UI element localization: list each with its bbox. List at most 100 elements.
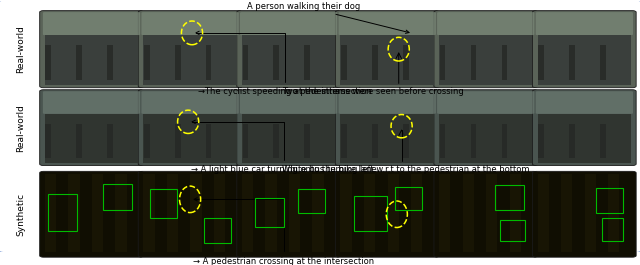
Bar: [108, 123, 113, 158]
FancyBboxPatch shape: [138, 90, 242, 166]
Bar: [49, 193, 77, 231]
Bar: [205, 218, 232, 243]
Text: →The cyclist speeding at the intersection: →The cyclist speeding at the intersectio…: [196, 31, 372, 96]
Bar: [92, 174, 103, 255]
Bar: [463, 174, 474, 255]
Bar: [76, 123, 82, 158]
Bar: [305, 123, 310, 158]
Bar: [486, 174, 497, 255]
Bar: [242, 35, 335, 85]
Bar: [298, 189, 325, 213]
FancyBboxPatch shape: [43, 12, 140, 35]
FancyBboxPatch shape: [141, 12, 239, 35]
Bar: [440, 123, 445, 158]
FancyBboxPatch shape: [434, 171, 538, 257]
Bar: [538, 114, 631, 163]
Text: → A light blue car turning onto the bike lane: → A light blue car turning onto the bike…: [191, 120, 377, 174]
FancyBboxPatch shape: [437, 12, 534, 35]
FancyBboxPatch shape: [237, 90, 340, 166]
Bar: [243, 45, 248, 80]
Bar: [143, 35, 237, 85]
Bar: [470, 123, 476, 158]
Bar: [273, 45, 279, 80]
FancyBboxPatch shape: [339, 91, 436, 114]
FancyBboxPatch shape: [335, 171, 439, 257]
Bar: [439, 174, 451, 255]
Bar: [502, 45, 507, 80]
Bar: [289, 174, 300, 255]
FancyBboxPatch shape: [138, 171, 242, 257]
Text: Real-world: Real-world: [17, 25, 26, 73]
Bar: [191, 174, 202, 255]
Bar: [340, 174, 352, 255]
Bar: [364, 174, 375, 255]
Bar: [312, 174, 324, 255]
Bar: [340, 35, 434, 85]
FancyBboxPatch shape: [237, 11, 340, 88]
Bar: [76, 45, 82, 80]
FancyBboxPatch shape: [434, 90, 538, 166]
Bar: [341, 123, 347, 158]
FancyBboxPatch shape: [536, 91, 633, 114]
FancyBboxPatch shape: [240, 91, 337, 114]
Text: Real-world: Real-world: [17, 104, 26, 152]
FancyBboxPatch shape: [0, 0, 640, 253]
Bar: [143, 114, 237, 163]
Bar: [305, 45, 310, 80]
Bar: [340, 114, 434, 163]
Text: Two pedestrians were seen before crossing: Two pedestrians were seen before crossin…: [282, 87, 463, 96]
Bar: [243, 123, 248, 158]
Bar: [569, 123, 575, 158]
Bar: [411, 174, 422, 255]
Bar: [167, 174, 178, 255]
FancyBboxPatch shape: [240, 12, 337, 35]
FancyBboxPatch shape: [40, 90, 143, 166]
Bar: [144, 123, 150, 158]
Bar: [403, 45, 408, 80]
Bar: [242, 114, 335, 163]
Bar: [388, 174, 399, 255]
Bar: [45, 174, 56, 255]
Bar: [45, 45, 51, 80]
Bar: [561, 174, 572, 255]
Bar: [206, 123, 211, 158]
FancyBboxPatch shape: [335, 11, 439, 88]
Bar: [242, 174, 253, 255]
Bar: [175, 45, 180, 80]
Text: Synthetic: Synthetic: [17, 193, 26, 236]
Bar: [341, 45, 347, 80]
Text: → A pedestrian crossing at the intersection: → A pedestrian crossing at the intersect…: [193, 198, 374, 265]
Bar: [45, 35, 138, 85]
Bar: [214, 174, 225, 255]
Bar: [495, 185, 524, 210]
FancyBboxPatch shape: [40, 11, 143, 88]
Bar: [600, 123, 605, 158]
Bar: [45, 114, 138, 163]
Bar: [538, 174, 549, 255]
Bar: [600, 45, 605, 80]
Bar: [206, 45, 211, 80]
Bar: [439, 114, 532, 163]
FancyBboxPatch shape: [339, 12, 436, 35]
Bar: [602, 218, 623, 241]
FancyBboxPatch shape: [536, 12, 633, 35]
Text: A person walking their dog: A person walking their dog: [248, 2, 409, 33]
Bar: [108, 45, 113, 80]
Bar: [403, 123, 408, 158]
Bar: [585, 174, 596, 255]
Bar: [470, 45, 476, 80]
FancyBboxPatch shape: [434, 11, 538, 88]
Bar: [255, 198, 284, 227]
Bar: [440, 45, 445, 80]
Bar: [45, 123, 51, 158]
Bar: [115, 174, 127, 255]
Bar: [509, 174, 521, 255]
Bar: [500, 220, 525, 241]
FancyBboxPatch shape: [40, 171, 143, 257]
Bar: [608, 174, 620, 255]
Bar: [143, 174, 155, 255]
FancyBboxPatch shape: [141, 91, 239, 114]
FancyBboxPatch shape: [532, 171, 636, 257]
FancyBboxPatch shape: [532, 90, 636, 166]
FancyBboxPatch shape: [532, 11, 636, 88]
